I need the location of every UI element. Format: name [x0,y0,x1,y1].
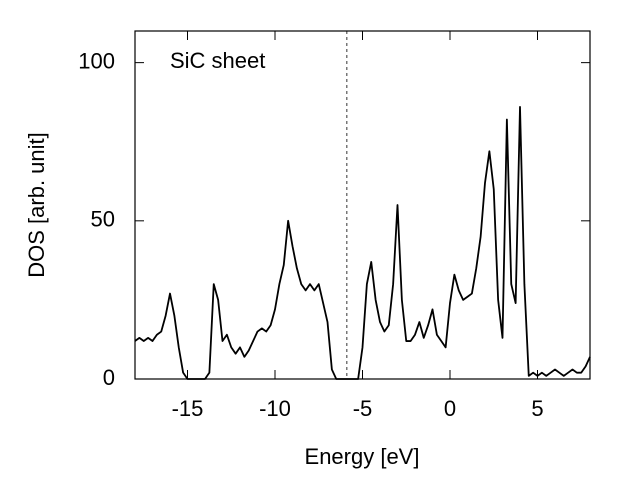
x-tick-label: -5 [353,396,373,421]
x-tick-label: -15 [172,396,204,421]
x-tick-label: 0 [444,396,456,421]
x-axis-label: Energy [eV] [305,444,420,469]
x-tick-label: -10 [259,396,291,421]
y-tick-label: 100 [78,48,115,73]
annotation: SiC sheet [170,48,265,73]
dos-line [134,106,591,380]
y-tick-label: 0 [103,365,115,390]
x-tick-label: 5 [531,396,543,421]
plot-frame [134,30,591,380]
y-tick-label: 50 [91,207,115,232]
y-axis-label: DOS [arb. unit] [24,132,49,278]
